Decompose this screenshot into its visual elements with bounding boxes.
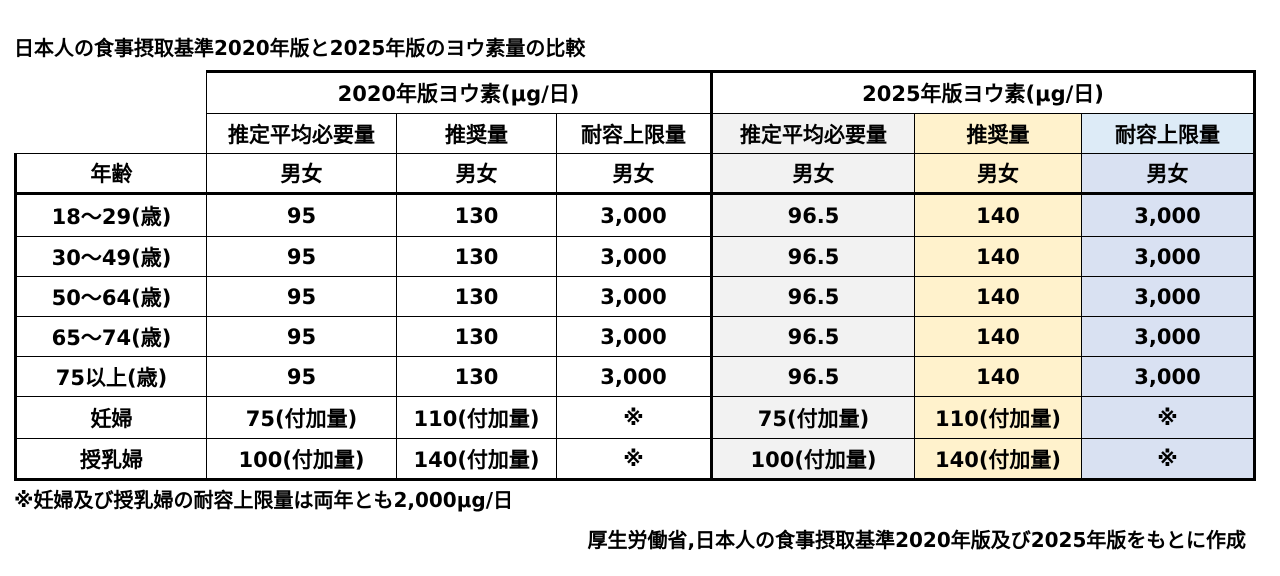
table-cell: 3,000	[1080, 316, 1256, 357]
table-cell: 140	[914, 316, 1082, 357]
title: 日本人の食事摂取基準2020年版と2025年版のヨウ素量の比較	[14, 36, 586, 60]
table-cell: ※	[556, 396, 712, 439]
table-cell: 110(付加量)	[396, 396, 557, 439]
table-row: 2020年版ヨウ素(μg/日) 2025年版ヨウ素(μg/日)	[15, 71, 1256, 154]
column-header: 推定平均必要量	[206, 113, 397, 154]
table-cell: 75(付加量)	[206, 396, 397, 439]
column-header: 推定平均必要量	[710, 113, 915, 154]
table-cell: 3,000	[1080, 276, 1256, 317]
table-cell: 140(付加量)	[396, 438, 557, 480]
table-cell: 130	[396, 316, 557, 357]
table-cell: 100(付加量)	[710, 438, 915, 480]
table-row: 18～29(歳) 95 130 3,000 96.5 140 3,000	[15, 193, 1256, 237]
group-header: 2025年版ヨウ素(μg/日)	[709, 71, 1256, 114]
table-cell: 130	[396, 193, 557, 237]
sex-header: 男女	[914, 153, 1082, 195]
sex-header: 男女	[710, 153, 915, 195]
table-cell: 95	[206, 316, 397, 357]
table-cell: 96.5	[710, 193, 915, 237]
table-cell: 95	[206, 193, 397, 237]
sex-header: 男女	[206, 153, 397, 195]
table-row: 30～49(歳) 95 130 3,000 96.5 140 3,000	[15, 236, 1256, 277]
row-header-label: 年齢	[15, 153, 207, 195]
column-header: 耐容上限量	[1080, 113, 1256, 154]
table-cell: 96.5	[710, 316, 915, 357]
table-cell: 3,000	[556, 193, 712, 237]
table-row: 授乳婦 100(付加量) 140(付加量) ※ 100(付加量) 140(付加量) ※	[15, 438, 1256, 480]
row-label: 30～49(歳)	[15, 236, 207, 277]
sex-header: 男女	[556, 153, 712, 195]
table-cell: 95	[206, 276, 397, 317]
table-cell: 100(付加量)	[206, 438, 397, 480]
table-cell: 95	[206, 356, 397, 397]
table-cell: 140	[914, 193, 1082, 237]
table-cell: ※	[1080, 438, 1256, 480]
table-cell: 140(付加量)	[914, 438, 1082, 480]
table-cell: 95	[206, 236, 397, 277]
source: 厚生労働省,日本人の食事摂取基準2020年版及び2025年版をもとに作成	[587, 528, 1246, 552]
table-body: 2020年版ヨウ素(μg/日) 2025年版ヨウ素(μg/日) 推定平均必要量 推奨量…	[15, 71, 1256, 480]
table-cell: ※	[1080, 396, 1256, 439]
table-cell: 3,000	[556, 236, 712, 277]
table-cell: 130	[396, 276, 557, 317]
table-row: 推定平均必要量 推奨量 耐容上限量 推定平均必要量 推奨量 耐容上限量	[16, 113, 1256, 154]
table-row: 65～74(歳) 95 130 3,000 96.5 140 3,000	[15, 316, 1256, 357]
table-cell: 3,000	[1080, 236, 1256, 277]
table-cell: 3,000	[556, 316, 712, 357]
row-label: 75以上(歳)	[15, 356, 207, 397]
table-cell: 130	[396, 356, 557, 397]
footnote: ※妊婦及び授乳婦の耐容上限量は両年とも2,000μg/日	[14, 488, 514, 512]
row-label: 50～64(歳)	[15, 276, 207, 317]
table-cell: 140	[914, 356, 1082, 397]
table-cell: 96.5	[710, 276, 915, 317]
table-cell: 96.5	[710, 356, 915, 397]
row-label: 授乳婦	[15, 438, 207, 480]
sex-header: 男女	[1080, 153, 1256, 195]
table-cell: 96.5	[710, 236, 915, 277]
blank-cell	[15, 71, 207, 154]
table-cell: 140	[914, 276, 1082, 317]
table-row: 50～64(歳) 95 130 3,000 96.5 140 3,000	[15, 276, 1256, 317]
column-header: 耐容上限量	[556, 113, 712, 154]
row-label: 65～74(歳)	[15, 316, 207, 357]
table-row: 75以上(歳) 95 130 3,000 96.5 140 3,000	[15, 356, 1256, 397]
table-cell: 3,000	[556, 276, 712, 317]
table-cell: 75(付加量)	[710, 396, 915, 439]
table-cell: 3,000	[556, 356, 712, 397]
table-cell: 140	[914, 236, 1082, 277]
sex-header: 男女	[396, 153, 557, 195]
table-cell: 110(付加量)	[914, 396, 1082, 439]
table-cell: ※	[556, 438, 712, 480]
table-row: 妊婦 75(付加量) 110(付加量) ※ 75(付加量) 110(付加量) ※	[15, 396, 1256, 439]
table: 2020年版ヨウ素(μg/日) 2025年版ヨウ素(μg/日) 推定平均必要量 推奨量…	[14, 70, 1257, 481]
table-row: 年齢 男女 男女 男女 男女 男女 男女	[15, 153, 1256, 195]
row-label: 18～29(歳)	[15, 193, 207, 237]
column-header: 推奨量	[396, 113, 557, 154]
table-cell: 130	[396, 236, 557, 277]
column-header: 推奨量	[914, 113, 1082, 154]
row-label: 妊婦	[15, 396, 207, 439]
group-header: 2020年版ヨウ素(μg/日)	[206, 71, 712, 114]
table-cell: 3,000	[1080, 193, 1256, 237]
table-cell: 3,000	[1080, 356, 1256, 397]
